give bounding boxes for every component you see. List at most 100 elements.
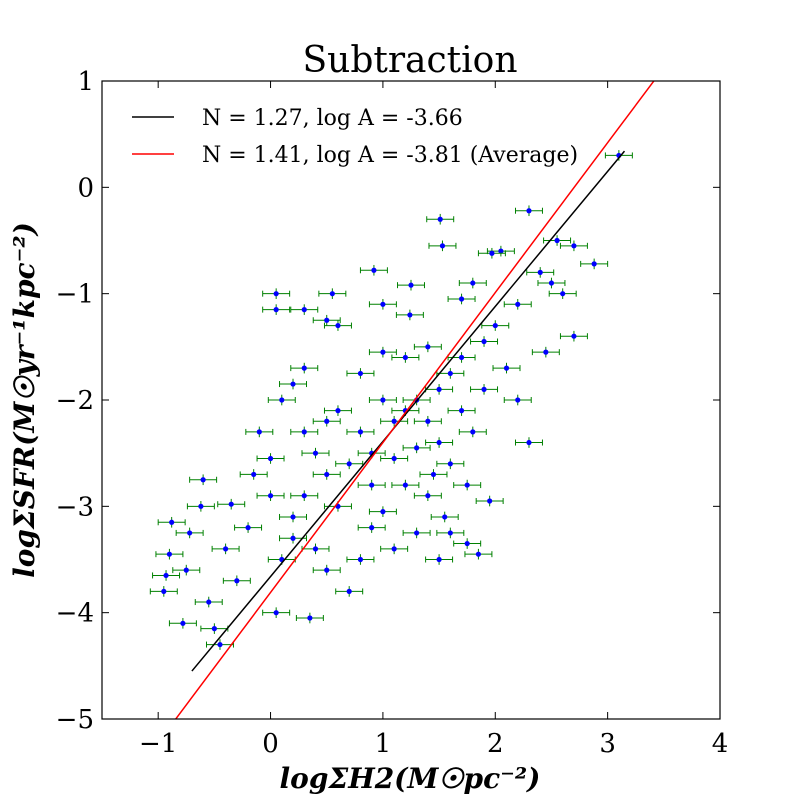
point-marker (217, 641, 223, 648)
point-marker (408, 282, 414, 288)
data-point (155, 548, 184, 560)
point-marker (357, 429, 364, 435)
point-marker (475, 551, 482, 557)
point-marker (324, 567, 330, 573)
point-marker (470, 429, 476, 435)
point-marker (402, 482, 408, 488)
y-tick-label: 1 (77, 67, 94, 97)
point-marker (380, 349, 386, 355)
point-marker (537, 269, 543, 275)
point-marker (290, 535, 296, 541)
data-point (368, 506, 397, 517)
data-point (318, 288, 347, 299)
point-marker (301, 365, 307, 371)
point-marker (526, 439, 532, 446)
data-point (200, 623, 229, 634)
point-marker (414, 530, 420, 536)
data-point (425, 384, 454, 395)
point-marker (560, 291, 566, 297)
data-point (380, 415, 409, 427)
data-point (543, 235, 572, 246)
point-marker (391, 546, 397, 552)
point-marker (436, 556, 442, 563)
point-marker (223, 546, 229, 552)
data-point (175, 527, 204, 539)
point-marker (329, 291, 335, 297)
point-marker (481, 338, 487, 345)
data-point (335, 458, 364, 470)
data-point (481, 320, 510, 331)
point-marker (273, 291, 279, 297)
data-point (380, 453, 409, 464)
legend: N = 1.27, log A = -3.66 N = 1.41, log A … (132, 106, 578, 168)
point-marker (301, 493, 307, 499)
y-tick-label: −2 (56, 386, 94, 416)
data-point (537, 277, 566, 289)
data-point (475, 495, 504, 507)
data-point (312, 314, 341, 326)
data-point (470, 384, 499, 395)
data-point (559, 330, 588, 342)
data-point (279, 511, 308, 523)
x-axis-ticks: −1 0 1 2 3 4 (139, 81, 728, 759)
data-point (357, 522, 386, 533)
point-marker (571, 243, 577, 249)
data-point (368, 346, 397, 358)
data-point (267, 394, 296, 406)
data-point (189, 474, 218, 486)
y-tick-label: 0 (77, 173, 94, 203)
point-marker (489, 250, 495, 256)
data-point (172, 564, 201, 576)
data-point (413, 490, 442, 502)
point-marker (371, 267, 377, 273)
data-point (503, 394, 532, 406)
point-marker (312, 546, 319, 552)
scatter-points (149, 150, 633, 650)
point-marker (458, 296, 465, 302)
point-marker (515, 301, 521, 307)
point-marker (391, 418, 397, 424)
data-point (397, 279, 425, 291)
data-point (503, 298, 532, 310)
y-tick-label: −4 (56, 599, 94, 629)
data-point (368, 394, 397, 406)
x-tick-label: 3 (599, 729, 616, 759)
point-marker (436, 386, 442, 392)
data-point (312, 469, 341, 480)
data-point (346, 426, 375, 438)
point-marker (166, 551, 173, 557)
point-marker (464, 540, 470, 547)
data-point (290, 426, 319, 438)
data-point (279, 378, 308, 390)
data-point (470, 336, 499, 347)
data-point (149, 586, 178, 597)
point-marker (228, 501, 234, 507)
point-marker (200, 477, 206, 483)
point-marker (245, 525, 251, 531)
point-marker (442, 514, 448, 520)
data-point (402, 527, 431, 539)
point-marker (458, 354, 465, 361)
point-marker (571, 333, 577, 339)
data-point (436, 527, 465, 539)
point-marker (391, 455, 397, 462)
y-axis-ticks: −5 −4 −3 −2 −1 0 1 (56, 67, 720, 735)
point-marker (180, 620, 186, 626)
point-marker (198, 503, 204, 509)
data-point (514, 437, 543, 448)
point-marker (324, 418, 330, 424)
y-tick-label: −1 (56, 280, 94, 310)
legend-entry-black: N = 1.27, log A = -3.66 (202, 106, 463, 131)
point-marker (380, 509, 386, 515)
x-tick-label: 2 (487, 729, 504, 759)
point-marker (187, 530, 193, 536)
data-point (436, 368, 465, 379)
data-point (458, 277, 487, 289)
data-point (428, 240, 457, 252)
x-axis-label: logΣH2(M☉pc⁻²) (280, 762, 541, 795)
data-point (436, 458, 465, 470)
data-point (357, 479, 386, 491)
point-marker (279, 397, 285, 403)
data-point (447, 293, 476, 305)
x-tick-label: 1 (375, 729, 392, 759)
